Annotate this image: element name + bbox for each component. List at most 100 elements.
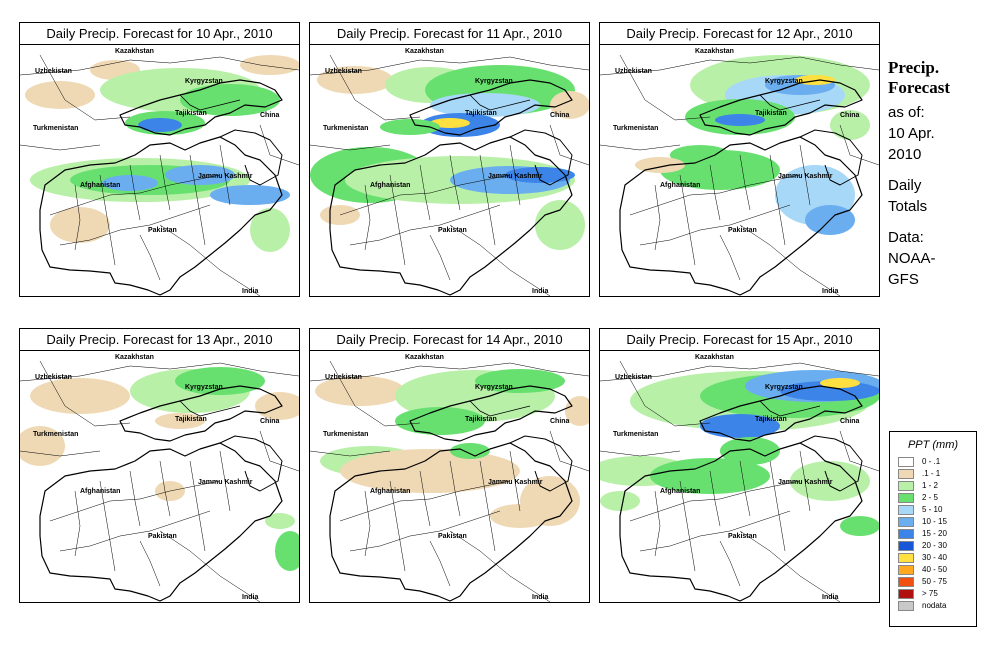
border-line (159, 530, 261, 602)
precip-area (505, 167, 575, 183)
legend-swatch (898, 553, 914, 563)
precip-area (102, 175, 158, 191)
precip-area (670, 145, 730, 165)
legend-label: > 75 (922, 589, 938, 598)
map-svg: Kazakhstan Uzbekistan Kyrgyzstan Tajikistan… (310, 354, 589, 602)
precip-area (840, 516, 879, 536)
province-line (349, 204, 501, 246)
afghanistan-pakistan-border (39, 136, 283, 296)
country-label-pakistan: Pakistan (148, 533, 177, 540)
forecast-panel-15-apr: Daily Precip. Forecast for 15 Apr., 2010… (599, 328, 880, 603)
afghanistan-pakistan-border (329, 136, 573, 296)
afghanistan-pakistan-border (619, 442, 863, 602)
tajik-kyrgyz-border (119, 79, 283, 136)
legend-label: 5 - 10 (922, 505, 943, 514)
forecast-panel-14-apr: Daily Precip. Forecast for 14 Apr., 2010… (309, 328, 590, 603)
panel-title: Daily Precip. Forecast for 10 Apr., 2010 (20, 23, 299, 45)
country-label-india: India (532, 594, 548, 601)
country-label-afghanistan: Afghanistan (80, 182, 120, 189)
legend-label: 15 - 20 (922, 529, 947, 538)
precip-area (475, 369, 565, 393)
precip-area (25, 81, 95, 109)
province-line (74, 184, 81, 251)
legend-item: 1 - 2 (898, 480, 976, 492)
country-label-kazakhstan: Kazakhstan (405, 48, 444, 55)
border-line (600, 450, 681, 457)
legend-title: PPT (mm) (907, 439, 959, 451)
border-line (179, 400, 241, 417)
ppt-legend: PPT (mm) 0 - .1 .1 - 1 1 - 2 2 - 5 5 - 10 10 … (889, 431, 977, 627)
legend-swatch (898, 577, 914, 587)
legend-swatch (898, 469, 914, 479)
border-line (600, 362, 879, 382)
panel-title: Daily Precip. Forecast for 13 Apr., 2010 (20, 329, 299, 351)
precip-area (700, 414, 780, 438)
precip-area (255, 392, 299, 420)
country-label-afghanistan: Afghanistan (370, 488, 410, 495)
legend-label: .1 - 1 (922, 469, 941, 478)
province-line (59, 204, 211, 246)
legend-item: 0 - .1 (898, 456, 976, 468)
country-label-afghanistan: Afghanistan (80, 488, 120, 495)
legend-item: nodata (898, 600, 976, 612)
province-line (364, 490, 371, 557)
country-label-india: India (532, 288, 548, 295)
province-line (49, 480, 221, 522)
precip-area (315, 376, 405, 406)
country-label-turkmenistan: Turkmenistan (323, 431, 368, 438)
legend-swatch (898, 565, 914, 575)
country-label-uzbekistan: Uzbekistan (615, 68, 652, 75)
precip-area (550, 91, 589, 119)
border-line (600, 56, 879, 76)
precip-area (490, 504, 550, 528)
province-line (389, 480, 406, 572)
province-line (74, 490, 81, 557)
legend-swatch (898, 541, 914, 551)
border-line (310, 362, 589, 382)
panel-title: Daily Precip. Forecast for 15 Apr., 2010 (600, 329, 879, 351)
kashmir-border (799, 435, 863, 492)
province-line (389, 174, 406, 266)
province-line (509, 144, 521, 206)
legend-item: 5 - 10 (898, 504, 976, 516)
tajik-kyrgyz-border (119, 385, 283, 442)
border-line (39, 54, 131, 121)
country-label-uzbekistan: Uzbekistan (325, 374, 362, 381)
country-label-kazakhstan: Kazakhstan (695, 48, 734, 55)
country-label-tajikistan: Tajikistan (465, 110, 497, 117)
province-line (639, 204, 791, 246)
country-label-pakistan: Pakistan (728, 227, 757, 234)
province-line (769, 460, 786, 552)
kashmir-border (799, 129, 863, 186)
province-line (769, 154, 786, 246)
border-line (839, 430, 879, 472)
country-label-kazakhstan: Kazakhstan (405, 354, 444, 361)
province-line (189, 154, 206, 246)
country-label-kyrgyzstan: Kyrgyzstan (475, 78, 513, 85)
legend-item: 20 - 30 (898, 540, 976, 552)
panel-title: Daily Precip. Forecast for 14 Apr., 2010 (310, 329, 589, 351)
legend-label: 0 - .1 (922, 457, 941, 466)
totals-label: Totals (888, 198, 928, 215)
province-line (364, 184, 371, 251)
province-line (479, 154, 496, 246)
country-label-kazakhstan: Kazakhstan (115, 48, 154, 55)
as-of-date: 10 Apr. (888, 125, 935, 142)
province-line (679, 174, 696, 266)
legend-swatch (898, 529, 914, 539)
precip-map: Kazakhstan Uzbekistan Kyrgyzstan Tajikistan… (310, 351, 589, 602)
legend-label: 20 - 30 (922, 541, 947, 550)
forecast-panel-11-apr: Daily Precip. Forecast for 11 Apr., 2010… (309, 22, 590, 297)
province-line (709, 470, 721, 527)
province-line (219, 144, 231, 206)
kashmir-border (509, 435, 573, 492)
country-label-china: China (260, 112, 280, 119)
legend-label: 10 - 15 (922, 517, 947, 526)
kashmir-border (509, 129, 573, 186)
country-label-india: India (822, 594, 838, 601)
afghanistan-pakistan-border (329, 442, 573, 602)
country-label-china: China (840, 418, 860, 425)
country-label-tajikistan: Tajikistan (465, 416, 497, 423)
province-line (349, 510, 501, 552)
precip-map: Kazakhstan Uzbekistan Kyrgyzstan Tajikistan… (310, 45, 589, 296)
